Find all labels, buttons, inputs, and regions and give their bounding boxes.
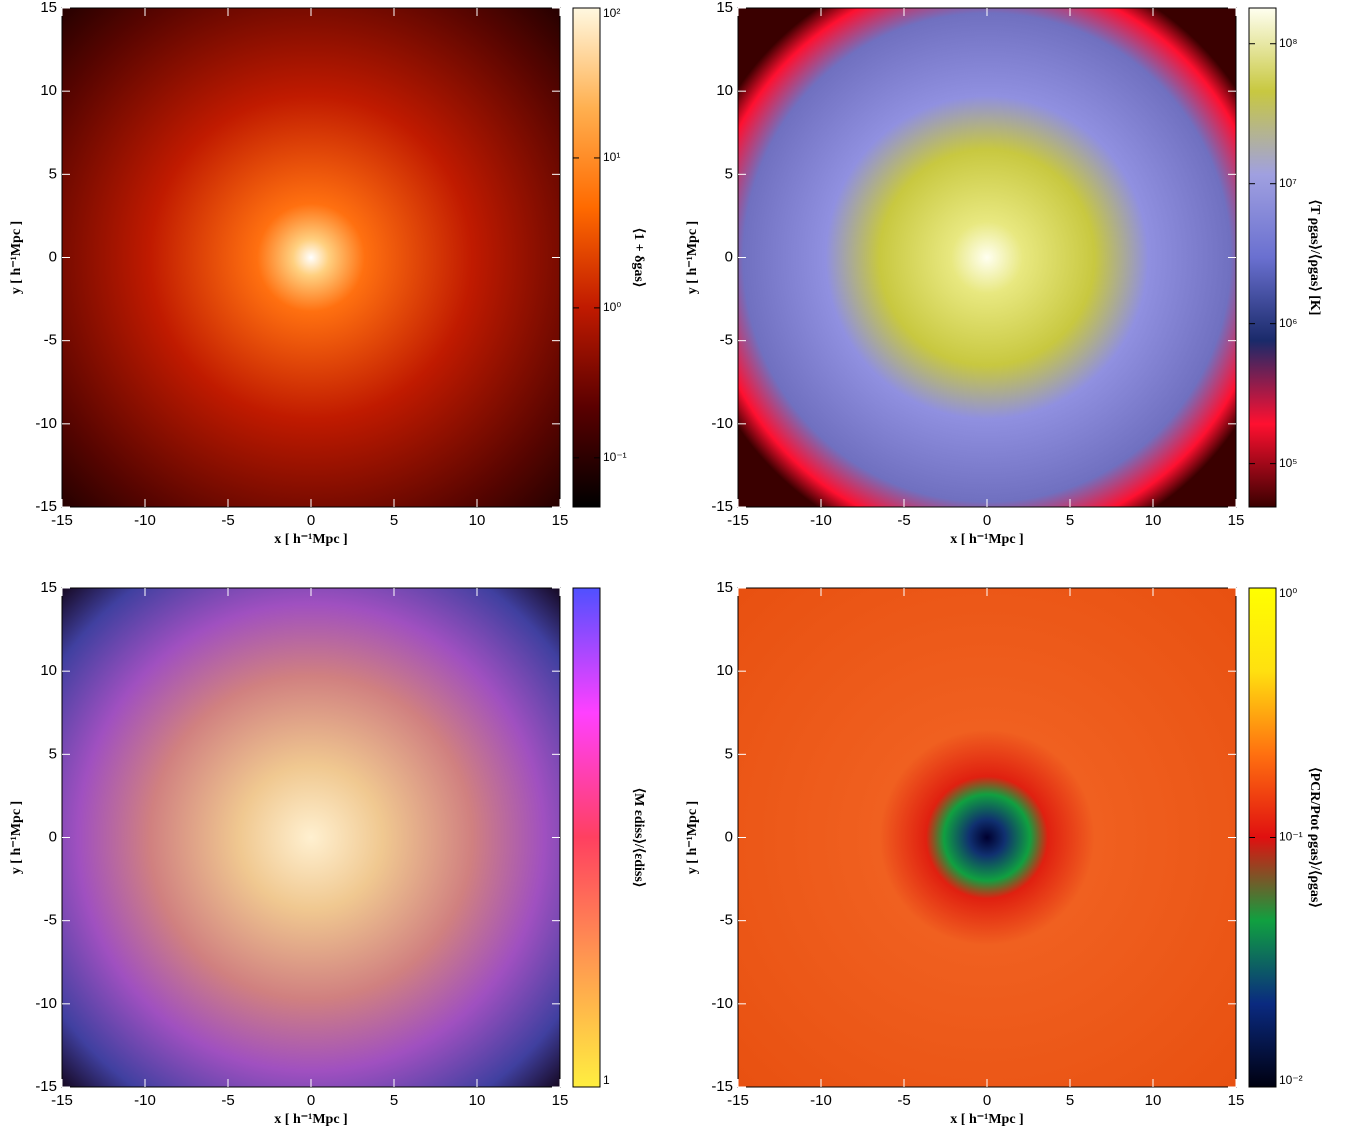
x-axis-label: x [ h⁻¹Mpc ] bbox=[274, 1112, 347, 1127]
x-tick-label: 0 bbox=[983, 1092, 991, 1109]
y-tick-label: 15 bbox=[40, 0, 57, 16]
x-tick-label: 10 bbox=[1145, 1092, 1162, 1109]
y-tick-label: -15 bbox=[711, 498, 733, 515]
x-tick-label: -15 bbox=[51, 512, 73, 529]
x-tick-label: -10 bbox=[134, 512, 156, 529]
x-tick-label: -15 bbox=[727, 1092, 749, 1109]
y-tick-label: 10 bbox=[716, 82, 733, 99]
y-axis-label: y [ h⁻¹Mpc ] bbox=[685, 801, 700, 874]
colorbar-tick-label: 10⁻¹ bbox=[603, 450, 627, 464]
colorbar-tick-label: 10⁰ bbox=[603, 300, 621, 314]
y-tick-label: -10 bbox=[711, 415, 733, 432]
y-axis-label: y [ h⁻¹Mpc ] bbox=[9, 221, 24, 294]
x-tick-label: -5 bbox=[221, 1092, 234, 1109]
x-tick-label: -10 bbox=[810, 512, 832, 529]
x-tick-label: -15 bbox=[51, 1092, 73, 1109]
map-image bbox=[738, 8, 1236, 507]
x-tick-label: 0 bbox=[307, 512, 315, 529]
y-tick-label: 0 bbox=[49, 828, 57, 845]
colorbar-tick-label: 10⁷ bbox=[1279, 176, 1297, 190]
x-tick-label: 10 bbox=[469, 1092, 486, 1109]
x-tick-label: 15 bbox=[552, 1092, 569, 1109]
x-tick-label: 15 bbox=[1228, 1092, 1245, 1109]
x-axis-label: x [ h⁻¹Mpc ] bbox=[950, 1112, 1023, 1127]
colorbar-label: ⟨T ρgas⟩/⟨ρgas⟩ [K] bbox=[1307, 200, 1322, 316]
y-tick-label: 15 bbox=[716, 579, 733, 596]
x-tick-label: -15 bbox=[727, 512, 749, 529]
x-tick-label: 15 bbox=[552, 512, 569, 529]
x-tick-label: -10 bbox=[810, 1092, 832, 1109]
x-tick-label: -5 bbox=[221, 512, 234, 529]
x-tick-label: 10 bbox=[1145, 512, 1162, 529]
x-tick-label: 15 bbox=[1228, 512, 1245, 529]
y-tick-label: 5 bbox=[725, 745, 733, 762]
x-tick-label: -10 bbox=[134, 1092, 156, 1109]
y-tick-label: -15 bbox=[711, 1078, 733, 1095]
map-image bbox=[62, 8, 560, 507]
y-tick-label: -5 bbox=[720, 912, 733, 929]
colorbar-label: ⟨PCR/Ptot ρgas⟩/⟨ρgas⟩ bbox=[1307, 767, 1322, 908]
colorbar-label: ⟨1 + δgas⟩ bbox=[631, 228, 646, 288]
colorbar bbox=[572, 7, 601, 508]
colorbar-label: ⟨M εdiss⟩/⟨εdiss⟩ bbox=[631, 788, 646, 888]
map-image bbox=[738, 588, 1236, 1087]
colorbar-tick-label: 1 bbox=[603, 1073, 610, 1087]
y-tick-label: 5 bbox=[725, 165, 733, 182]
x-tick-label: 5 bbox=[1066, 1092, 1074, 1109]
map-image bbox=[62, 588, 560, 1087]
colorbar-tick-label: 10⁻¹ bbox=[1279, 830, 1303, 844]
colorbar-tick-label: 10¹ bbox=[603, 150, 620, 164]
colorbar-tick-label: 10⁵ bbox=[1279, 456, 1297, 470]
y-tick-label: -5 bbox=[44, 332, 57, 349]
y-tick-label: 15 bbox=[40, 579, 57, 596]
colorbar-tick-label: 10⁻² bbox=[1279, 1073, 1303, 1087]
x-tick-label: 0 bbox=[983, 512, 991, 529]
y-tick-label: 0 bbox=[725, 828, 733, 845]
y-tick-label: -10 bbox=[35, 995, 57, 1012]
y-tick-label: -15 bbox=[35, 498, 57, 515]
y-tick-label: 15 bbox=[716, 0, 733, 16]
y-tick-label: -5 bbox=[720, 332, 733, 349]
y-tick-label: 0 bbox=[725, 248, 733, 265]
x-tick-label: -5 bbox=[897, 512, 910, 529]
x-tick-label: 0 bbox=[307, 1092, 315, 1109]
y-tick-label: 10 bbox=[716, 662, 733, 679]
x-tick-label: -5 bbox=[897, 1092, 910, 1109]
y-tick-label: 5 bbox=[49, 165, 57, 182]
colorbar-tick-label: 10⁸ bbox=[1279, 36, 1297, 50]
y-tick-label: 10 bbox=[40, 82, 57, 99]
x-tick-label: 5 bbox=[390, 1092, 398, 1109]
colorbar-tick-label: 10⁶ bbox=[1279, 316, 1297, 330]
y-tick-label: 10 bbox=[40, 662, 57, 679]
colorbar bbox=[1248, 7, 1277, 508]
colorbar-tick-label: 10⁰ bbox=[1279, 586, 1297, 600]
x-axis-label: x [ h⁻¹Mpc ] bbox=[950, 532, 1023, 547]
x-tick-label: 10 bbox=[469, 512, 486, 529]
colorbar-tick-label: 10² bbox=[603, 6, 620, 20]
x-tick-label: 5 bbox=[390, 512, 398, 529]
x-tick-label: 5 bbox=[1066, 512, 1074, 529]
y-tick-label: 5 bbox=[49, 745, 57, 762]
x-axis-label: x [ h⁻¹Mpc ] bbox=[274, 532, 347, 547]
y-tick-label: -10 bbox=[35, 415, 57, 432]
y-tick-label: -10 bbox=[711, 995, 733, 1012]
y-axis-label: y [ h⁻¹Mpc ] bbox=[9, 801, 24, 874]
y-tick-label: -15 bbox=[35, 1078, 57, 1095]
y-tick-label: -5 bbox=[44, 912, 57, 929]
y-axis-label: y [ h⁻¹Mpc ] bbox=[685, 221, 700, 294]
colorbar bbox=[572, 587, 601, 1088]
y-tick-label: 0 bbox=[49, 248, 57, 265]
